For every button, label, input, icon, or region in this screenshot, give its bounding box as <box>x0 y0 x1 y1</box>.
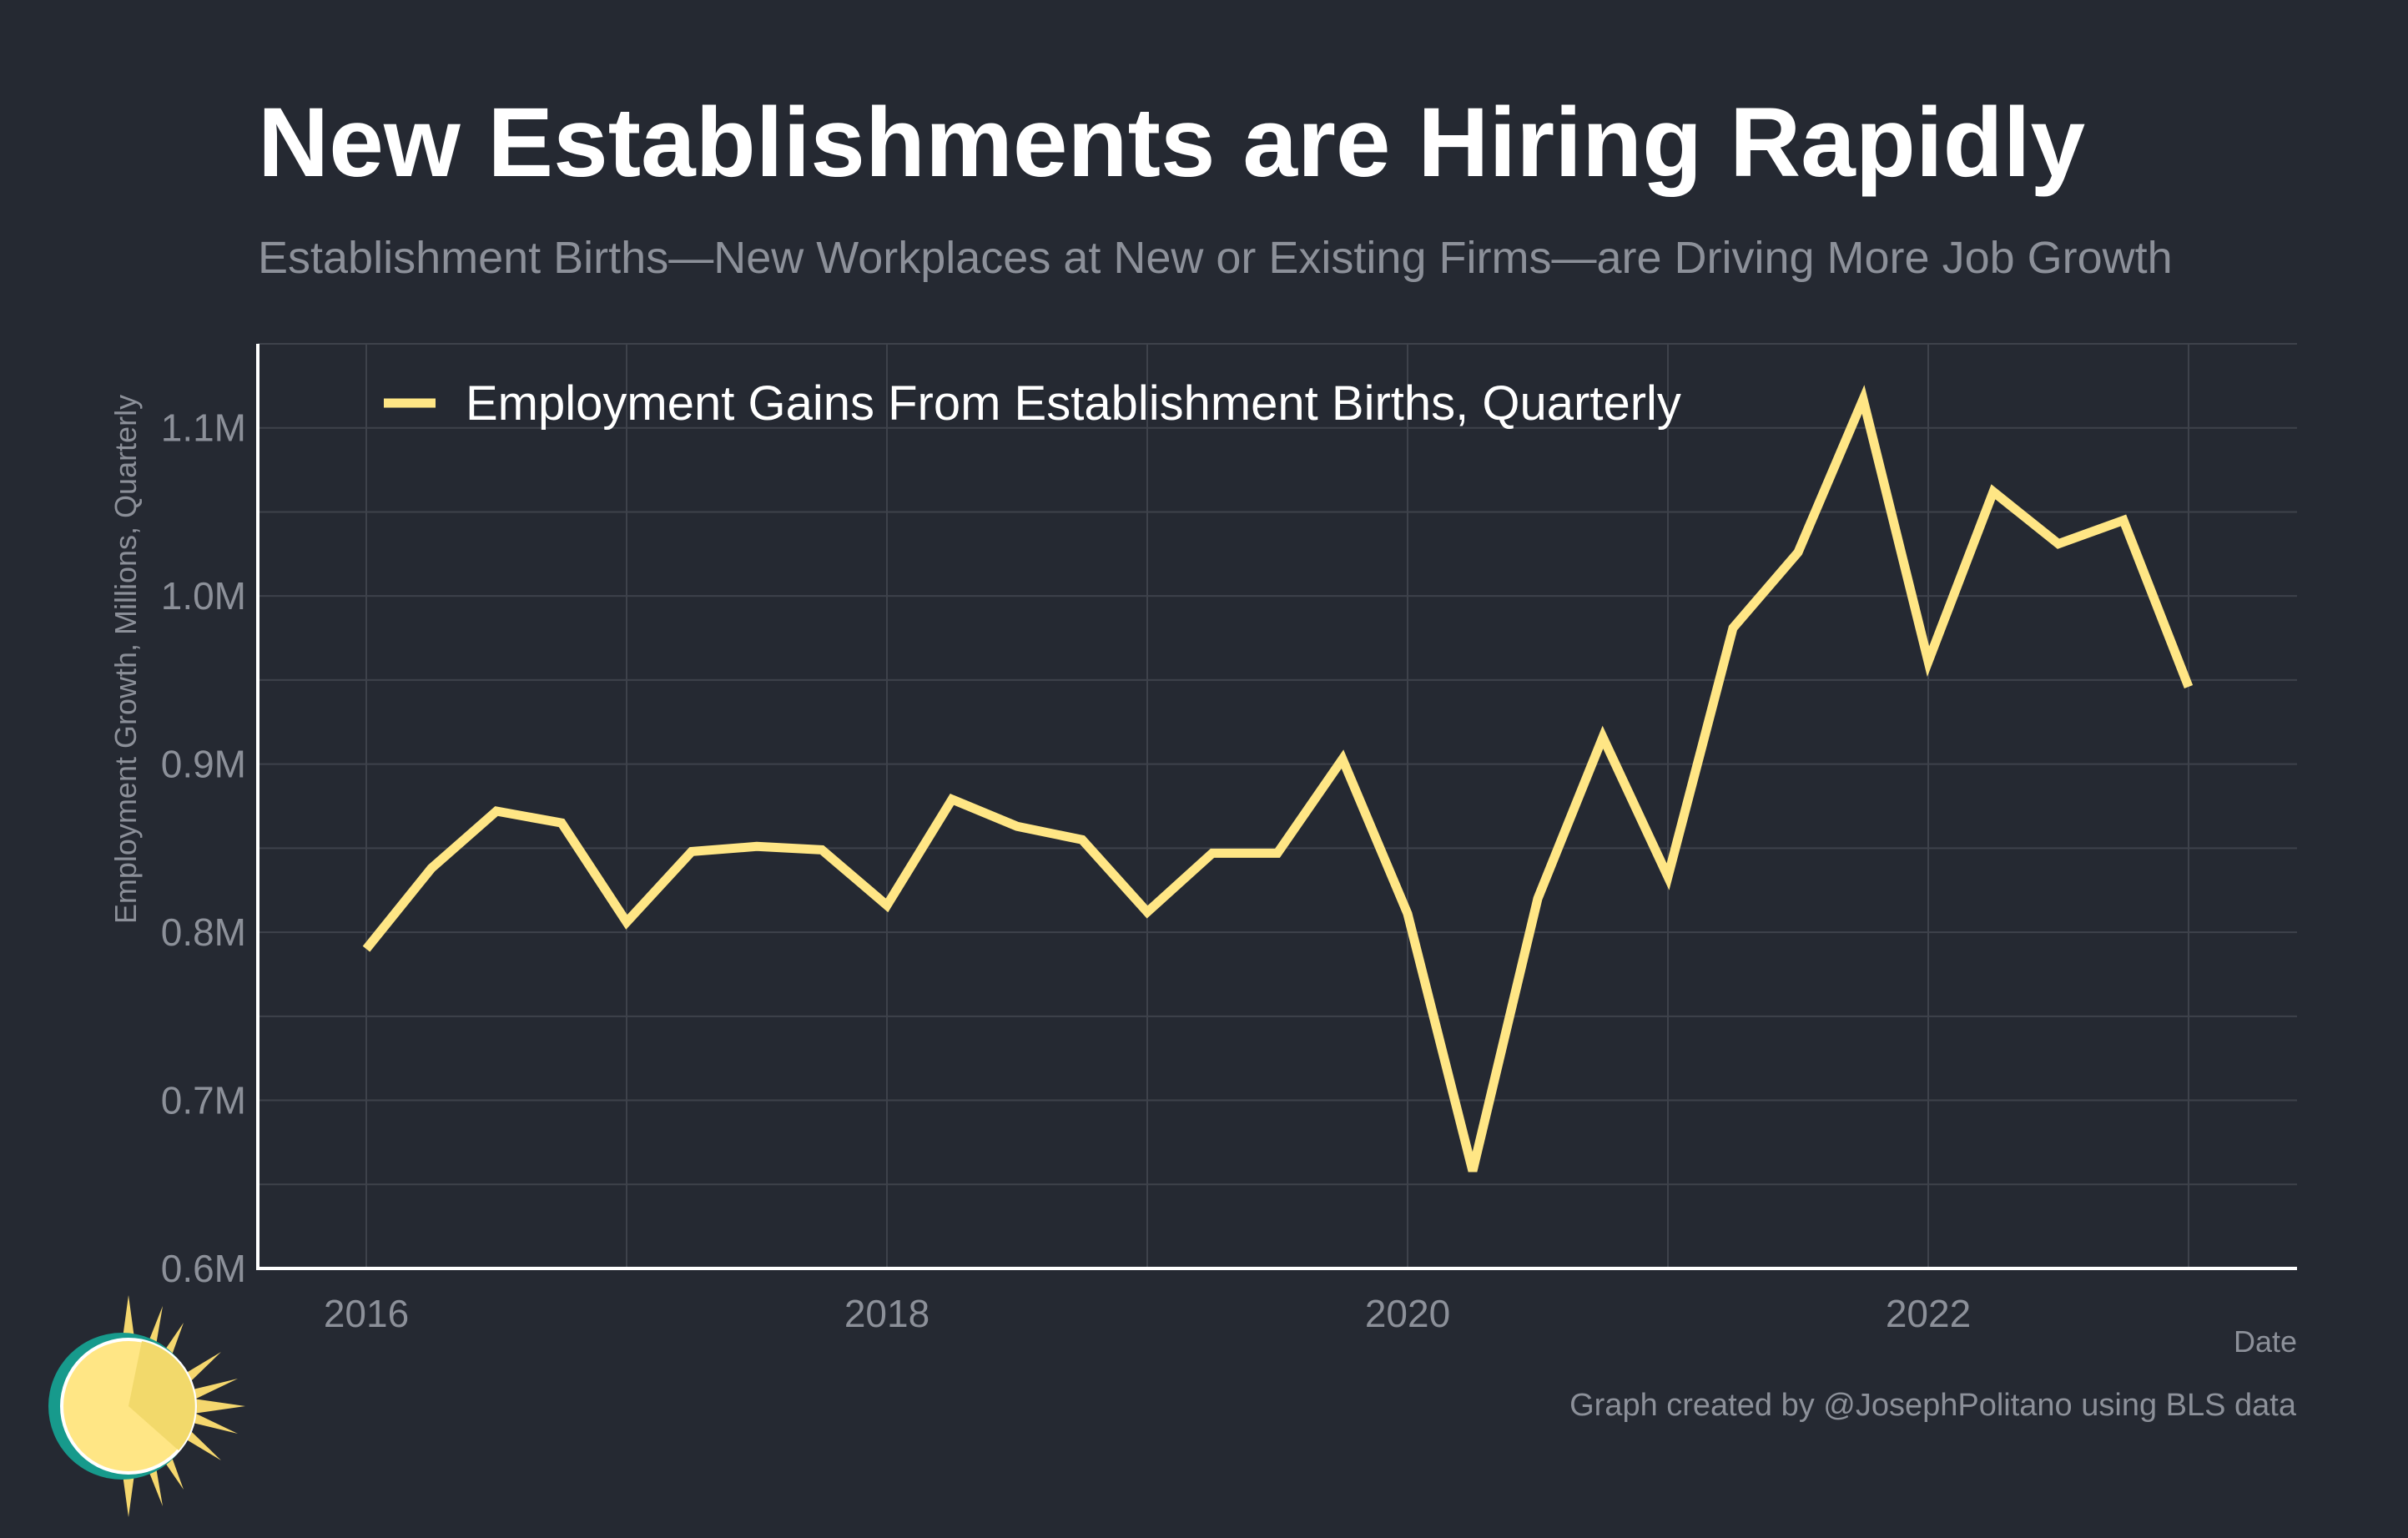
y-tick-label: 1.1M <box>161 406 246 450</box>
y-tick-labels: 0.6M 0.7M 0.8M 0.9M 1.0M 1.1M <box>161 406 246 1290</box>
series <box>362 385 2194 1172</box>
sun-logo-icon <box>48 1295 245 1517</box>
grid <box>258 343 2297 1268</box>
chart-subtitle: Establishment Births—New Workplaces at N… <box>258 233 2173 283</box>
y-tick-label: 0.8M <box>161 910 246 954</box>
y-axis-label: Employment Growth, Millions, Quarterly <box>108 395 143 924</box>
chart-title: New Establishments are Hiring Rapidly <box>258 88 2086 198</box>
x-tick-label: 2022 <box>1886 1292 1971 1335</box>
legend: Employment Gains From Establishment Birt… <box>384 376 1681 431</box>
source-credit: Graph created by @JosephPolitano using B… <box>1569 1388 2296 1423</box>
legend-label: Employment Gains From Establishment Birt… <box>466 376 1681 431</box>
x-tick-labels: 2016 2018 2020 2022 <box>324 1292 1971 1335</box>
x-axis-label: Date <box>2234 1324 2297 1359</box>
y-tick-label: 0.6M <box>161 1247 246 1290</box>
y-tick-label: 0.9M <box>161 743 246 786</box>
x-tick-label: 2020 <box>1365 1292 1450 1335</box>
y-tick-label: 1.0M <box>161 574 246 618</box>
series-line <box>362 385 2194 1172</box>
axes <box>256 344 2297 1270</box>
x-tick-label: 2016 <box>324 1292 409 1335</box>
x-tick-label: 2018 <box>844 1292 929 1335</box>
y-tick-label: 0.7M <box>161 1079 246 1122</box>
